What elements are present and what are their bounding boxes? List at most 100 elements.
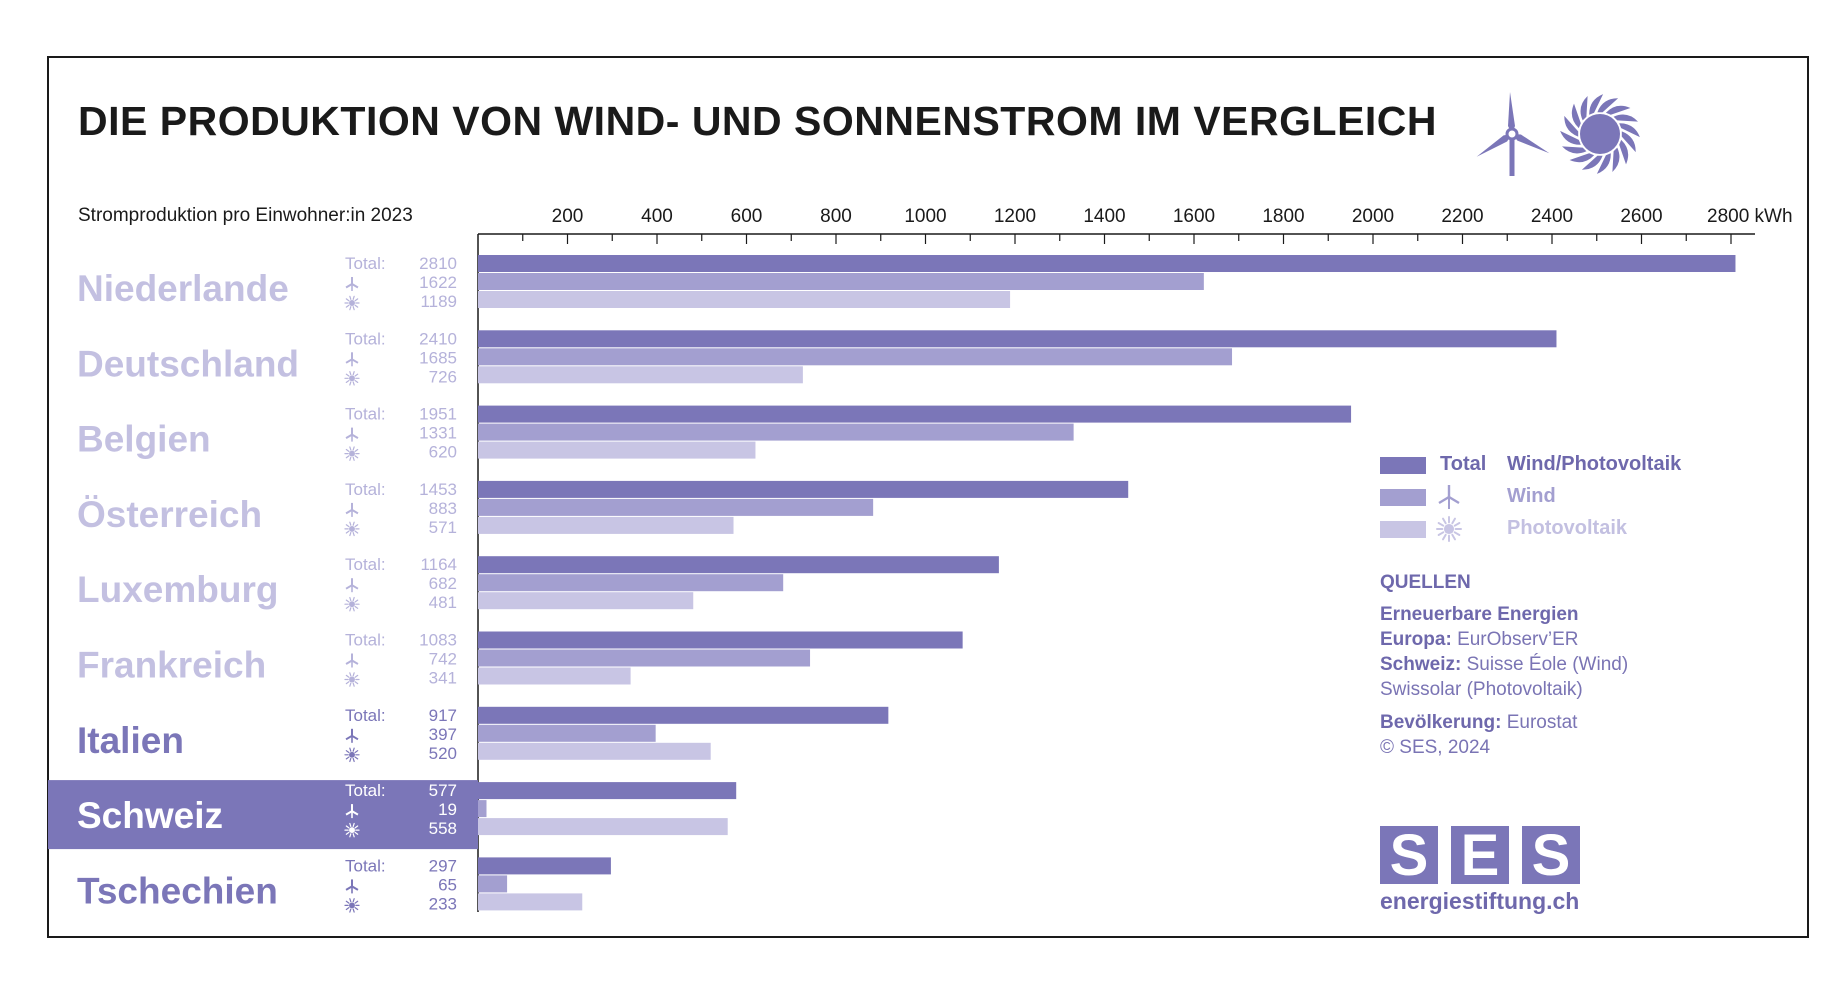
sources-line-2-text: EurObserv’ER: [1457, 629, 1579, 650]
bar-total: [478, 330, 1557, 348]
country-label: Luxemburg: [77, 569, 278, 610]
wind-turbine-icon: [345, 578, 359, 593]
wind-value: 65: [438, 875, 457, 894]
bar-pv: [478, 592, 694, 610]
country-label: Niederlande: [77, 268, 289, 309]
sun-icon: [1560, 94, 1640, 174]
wind-value: 883: [429, 499, 457, 518]
sun-icon: [344, 371, 360, 386]
x-tick-label: 2400: [1531, 206, 1573, 227]
wind-value: 397: [429, 725, 457, 744]
country-label: Deutschland: [77, 343, 299, 384]
sun-icon: [1436, 516, 1462, 542]
sun-icon: [344, 596, 360, 612]
sun-icon: [344, 898, 360, 913]
pv-value: 571: [429, 518, 457, 537]
sources-heading: QUELLEN: [1380, 572, 1471, 593]
sources-line-1: Erneuerbare Energien: [1380, 604, 1579, 625]
chart-frame: [47, 56, 1809, 938]
pv-value: 233: [429, 894, 457, 913]
wind-value: 1685: [419, 348, 457, 367]
sources-line-5-label: Bevölkerung:: [1380, 712, 1502, 733]
sun-icon: [344, 822, 360, 838]
wind-value: 19: [438, 800, 457, 819]
bar-wind: [478, 273, 1204, 290]
ses-logo-letter: E: [1451, 826, 1509, 886]
sources-line-4: Swissolar (Photovoltaik): [1380, 679, 1583, 700]
sources-line-3: Schweiz: Suisse Éole (Wind): [1380, 652, 1800, 677]
bar-pv: [478, 516, 734, 534]
legend-text-wind: Wind: [1507, 485, 1556, 507]
bar-total: [478, 706, 889, 724]
x-tick-label: 2800 kWh: [1707, 206, 1793, 227]
total-prefix: Total:: [345, 480, 386, 499]
pv-value: 558: [429, 819, 457, 838]
sources-line-3-text: Suisse Éole (Wind): [1466, 654, 1629, 675]
bar-pv: [478, 818, 728, 836]
pv-value: 1189: [420, 292, 457, 311]
wind-turbine-icon: [345, 277, 359, 291]
wind-value: 1331: [419, 424, 457, 443]
bar-total: [478, 255, 1736, 272]
pv-value: 726: [429, 367, 457, 386]
total-prefix: Total:: [345, 706, 386, 725]
sources-line-5-text: Eurostat: [1506, 712, 1578, 733]
highlight-band: [48, 780, 478, 850]
bar-pv: [478, 441, 756, 459]
wind-turbine-icon: [1476, 92, 1550, 176]
total-value: 917: [429, 706, 457, 725]
country-label: Tschechien: [77, 870, 278, 911]
total-value: 1951: [419, 405, 457, 424]
total-prefix: Total:: [345, 555, 386, 574]
bar-pv: [478, 893, 583, 911]
bar-wind: [478, 498, 874, 516]
wind-turbine-icon: [345, 804, 359, 819]
country-label: Italien: [77, 720, 184, 761]
ses-url: energiestiftung.ch: [1380, 888, 1580, 914]
x-tick-label: 600: [731, 206, 763, 227]
country-label: Belgien: [77, 419, 211, 460]
bar-pv: [478, 742, 711, 760]
pv-value: 341: [429, 669, 457, 688]
bar-wind: [478, 800, 487, 818]
sun-icon: [344, 295, 360, 311]
legend-text-total: Wind/Photovoltaik: [1507, 453, 1682, 475]
total-prefix: Total:: [345, 329, 386, 348]
bar-wind: [478, 348, 1233, 366]
bar-wind: [478, 875, 508, 893]
chart-subtitle: Stromproduktion pro Einwohner:in 2023: [78, 205, 413, 226]
total-prefix: Total:: [345, 405, 386, 424]
bar-total: [478, 405, 1352, 423]
header-icons: [1476, 92, 1640, 176]
pv-value: 620: [429, 443, 457, 462]
x-tick-label: 1200: [994, 206, 1036, 227]
ses-logo-letter: S: [1522, 826, 1580, 886]
wind-value: 742: [429, 650, 457, 669]
x-tick-label: 1800: [1262, 206, 1304, 227]
total-value: 1453: [419, 480, 457, 499]
sun-icon: [1436, 516, 1462, 542]
total-value: 1164: [420, 555, 457, 574]
total-value: 297: [429, 856, 457, 875]
chart-title: DIE PRODUKTION VON WIND- UND SONNENSTROM…: [78, 98, 1438, 144]
wind-turbine-icon: [345, 728, 359, 743]
x-tick-label: 400: [641, 206, 673, 227]
wind-turbine-icon: [345, 653, 359, 668]
wind-turbine-icon: [1438, 485, 1460, 509]
sources-line-5: Bevölkerung: Eurostat: [1380, 710, 1800, 735]
sun-icon: [344, 747, 360, 763]
x-tick-label: 1000: [904, 206, 946, 227]
total-value: 2810: [419, 254, 457, 273]
ses-logo-letter: S: [1380, 826, 1438, 886]
wind-turbine-icon: [345, 352, 359, 367]
sources-line-2: Europa: EurObserv’ER: [1380, 627, 1800, 652]
bar-wind: [478, 649, 811, 667]
x-tick-label: 2600: [1620, 206, 1662, 227]
bar-pv: [478, 667, 631, 685]
bar-pv: [478, 291, 1011, 308]
bar-total: [478, 857, 611, 875]
wind-turbine-icon: [345, 879, 359, 894]
x-tick-label: 200: [552, 206, 584, 227]
bar-total: [478, 782, 737, 800]
bar-pv: [478, 366, 803, 384]
